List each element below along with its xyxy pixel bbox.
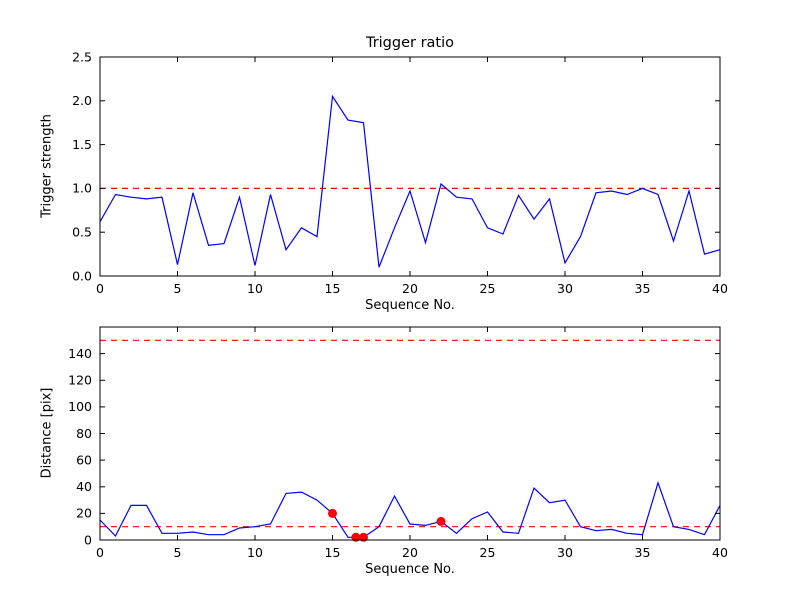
y-tick-label: 0 (84, 532, 92, 547)
y-tick-label: 80 (76, 426, 92, 441)
event-marker (328, 508, 337, 518)
x-tick-label: 30 (557, 545, 573, 560)
x-tick-label: 15 (325, 545, 341, 560)
y-tick-label: 100 (68, 399, 92, 414)
x-tick-label: 35 (635, 281, 651, 296)
x-tick-label: 20 (402, 281, 418, 296)
bottom-y-axis-label: Distance [pix] (39, 387, 55, 479)
y-tick-label: 60 (76, 452, 92, 467)
y-tick-label: 0.0 (72, 268, 92, 283)
x-tick-label: 25 (480, 281, 496, 296)
x-tick-label: 40 (712, 281, 728, 296)
top-x-axis-label: Sequence No. (365, 298, 455, 313)
y-tick-label: 20 (76, 506, 92, 521)
chart-1: 0 5 10 15 20 25 30 35 40 0 20 40 60 80 100 120 140 (68, 326, 728, 560)
axes-frame (99, 56, 721, 277)
x-tick-label: 40 (712, 545, 728, 560)
x-tick-label: 0 (96, 545, 104, 560)
x-tick-label: 35 (635, 545, 651, 560)
chart-title: Trigger ratio (365, 35, 455, 51)
y-tick-label: 2.5 (72, 49, 92, 64)
data-line (99, 94, 721, 268)
x-tick-label: 30 (557, 281, 573, 296)
chart-0: 0 5 10 15 20 25 30 35 40 0.0 0.5 1.0 1.5 2.0 2.5 (72, 49, 728, 296)
y-tick-label: 40 (76, 479, 92, 494)
x-tick-label: 10 (247, 281, 263, 296)
x-tick-label: 15 (325, 281, 341, 296)
x-tick-label: 25 (480, 545, 496, 560)
y-tick-label: 0.5 (72, 225, 92, 240)
axes-frame (99, 326, 721, 541)
y-tick-label: 120 (68, 373, 92, 388)
x-tick-label: 5 (174, 281, 182, 296)
x-tick-label: 10 (247, 545, 263, 560)
y-tick-label: 1.5 (72, 137, 92, 152)
y-tick-label: 1.0 (72, 181, 92, 196)
y-tick-label: 140 (68, 346, 92, 361)
event-marker (436, 516, 446, 526)
data-line (99, 480, 721, 538)
x-tick-label: 20 (402, 545, 418, 560)
bottom-x-axis-label: Sequence No. (365, 562, 455, 577)
x-tick-label: 0 (96, 281, 104, 296)
top-y-axis-label: Trigger strength (39, 114, 55, 218)
y-tick-label: 2.0 (72, 93, 92, 108)
x-tick-label: 5 (174, 545, 182, 560)
